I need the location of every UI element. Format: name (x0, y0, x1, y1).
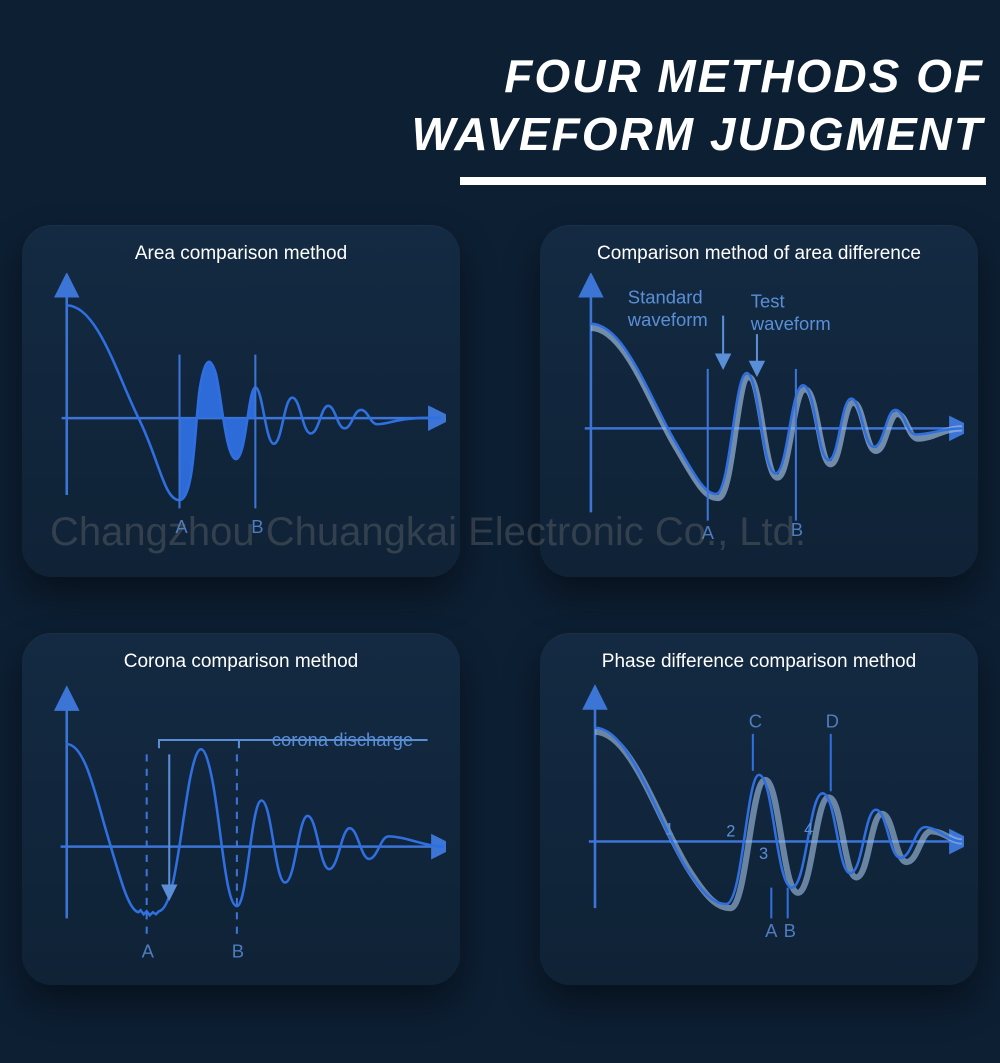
marker-a-label: A (765, 920, 778, 941)
card-title: Area comparison method (36, 243, 446, 265)
marker-b-label: B (791, 519, 803, 540)
num-4: 4 (804, 820, 813, 838)
num-2: 2 (726, 822, 735, 840)
card-phase: Phase difference comparison method C D A… (540, 633, 978, 985)
card-title: Phase difference comparison method (554, 651, 964, 673)
card-title: Corona comparison method (36, 651, 446, 673)
title-line-2: WAVEFORM JUDGMENT (412, 108, 984, 160)
chart-area: A B (36, 273, 446, 553)
corona-label: corona discharge (272, 729, 413, 750)
marker-c-label: C (749, 711, 762, 732)
chart-corona: corona discharge A B (36, 681, 446, 961)
page-header: FOUR METHODS OF WAVEFORM JUDGMENT (0, 0, 1000, 185)
marker-b-label: B (784, 920, 796, 941)
test-label-1: Test (751, 290, 785, 311)
card-title: Comparison method of area difference (554, 243, 964, 265)
marker-b-label: B (232, 940, 244, 961)
marker-a-label: A (702, 522, 715, 543)
std-label-2: waveform (627, 309, 708, 330)
cards-grid: Area comparison method A B Comparison me… (0, 185, 1000, 1015)
card-corona: Corona comparison method corona discharg… (22, 633, 460, 985)
std-label-1: Standard (628, 286, 703, 307)
num-1: 1 (665, 820, 674, 838)
title-line-1: FOUR METHODS OF (504, 50, 984, 102)
test-label-2: waveform (750, 313, 831, 334)
chart-phase: C D A B 1 2 3 4 (554, 681, 964, 961)
marker-d-label: D (826, 711, 839, 732)
num-3: 3 (759, 845, 768, 863)
marker-a-label: A (142, 940, 155, 961)
header-underline (460, 177, 986, 185)
page-title: FOUR METHODS OF WAVEFORM JUDGMENT (0, 48, 984, 163)
marker-b-label: B (251, 516, 263, 537)
chart-area-diff: Standard waveform Test waveform A B (554, 273, 964, 553)
card-area-comparison: Area comparison method A B (22, 225, 460, 577)
card-area-difference: Comparison method of area difference Sta… (540, 225, 978, 577)
marker-a-label: A (175, 516, 188, 537)
